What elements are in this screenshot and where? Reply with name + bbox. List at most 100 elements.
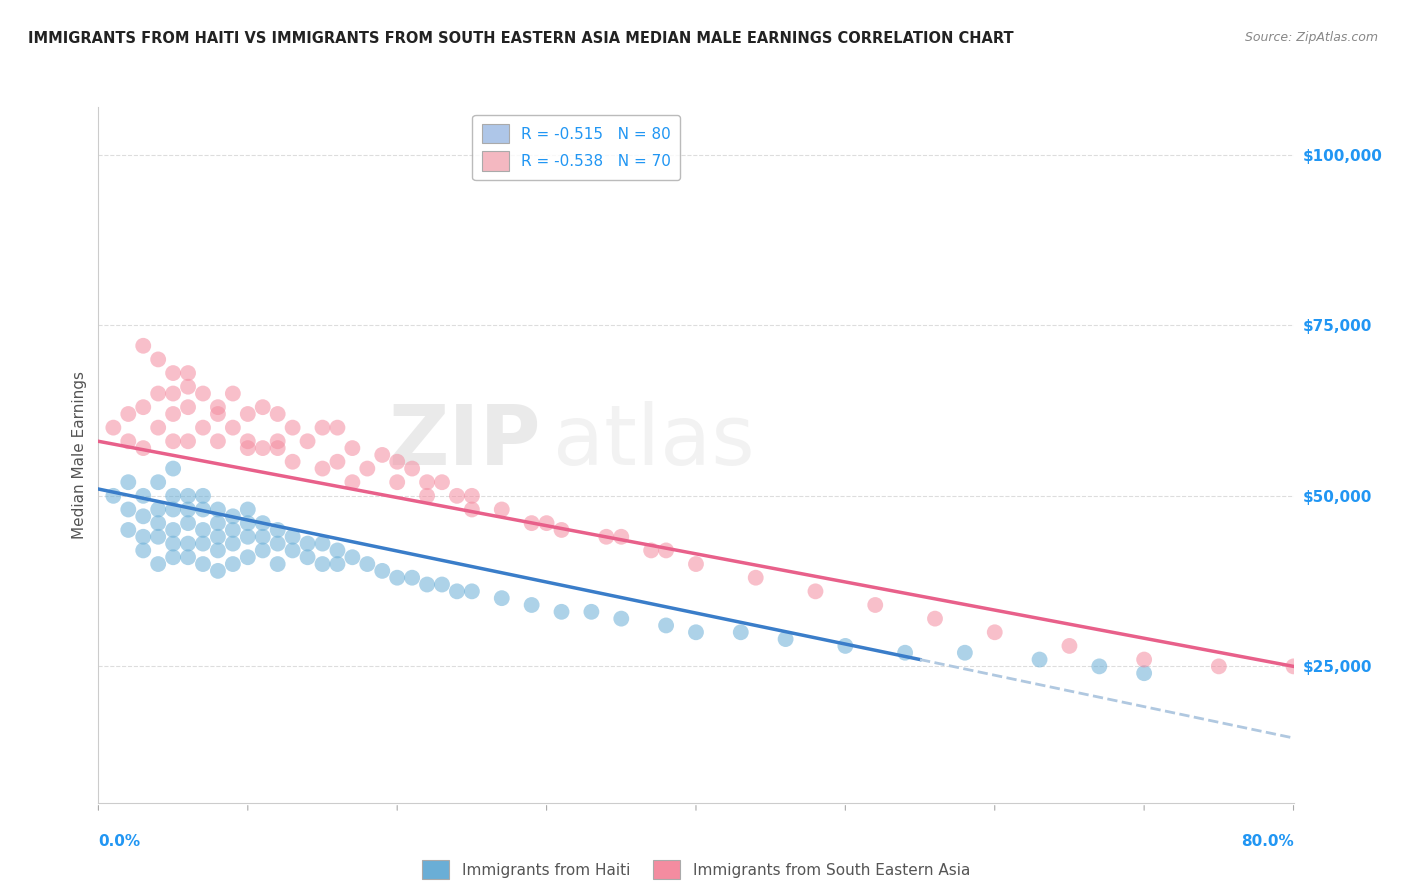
Point xyxy=(745,571,768,585)
Point xyxy=(446,489,468,503)
Point xyxy=(222,420,245,434)
Point xyxy=(222,386,245,401)
Point xyxy=(281,455,304,469)
Point xyxy=(177,489,200,503)
Point xyxy=(401,461,423,475)
Point xyxy=(117,434,139,449)
Point xyxy=(894,646,917,660)
Point xyxy=(207,434,229,449)
Point xyxy=(236,502,259,516)
Point xyxy=(162,407,184,421)
Text: ZIP: ZIP xyxy=(388,401,540,482)
Point xyxy=(804,584,827,599)
Point xyxy=(610,612,633,626)
Point xyxy=(297,550,319,565)
Point xyxy=(834,639,856,653)
Point xyxy=(326,420,349,434)
Point xyxy=(162,523,184,537)
Point xyxy=(132,509,155,524)
Point xyxy=(148,420,170,434)
Point xyxy=(430,577,453,591)
Point xyxy=(775,632,797,646)
Point xyxy=(177,516,200,530)
Point xyxy=(685,625,707,640)
Point xyxy=(326,455,349,469)
Point xyxy=(177,502,200,516)
Point xyxy=(1028,652,1050,666)
Point xyxy=(655,618,678,632)
Point xyxy=(252,400,274,414)
Point xyxy=(385,455,409,469)
Point xyxy=(311,536,333,550)
Point xyxy=(685,557,707,571)
Point xyxy=(267,407,290,421)
Point xyxy=(311,461,333,475)
Point xyxy=(103,420,125,434)
Point xyxy=(281,543,304,558)
Point xyxy=(148,557,170,571)
Point xyxy=(581,605,603,619)
Point xyxy=(342,441,364,455)
Point xyxy=(162,434,184,449)
Point xyxy=(252,516,274,530)
Text: atlas: atlas xyxy=(553,401,754,482)
Point xyxy=(132,489,155,503)
Point xyxy=(236,550,259,565)
Point xyxy=(222,523,245,537)
Point xyxy=(416,577,439,591)
Point xyxy=(222,536,245,550)
Point xyxy=(371,448,394,462)
Text: 80.0%: 80.0% xyxy=(1240,834,1294,849)
Point xyxy=(401,571,423,585)
Point xyxy=(297,434,319,449)
Point xyxy=(342,550,364,565)
Point xyxy=(177,400,200,414)
Point xyxy=(222,557,245,571)
Point xyxy=(1133,652,1156,666)
Point xyxy=(148,352,170,367)
Point xyxy=(446,584,468,599)
Point xyxy=(132,400,155,414)
Point xyxy=(177,380,200,394)
Point xyxy=(342,475,364,490)
Point xyxy=(1208,659,1230,673)
Point xyxy=(267,536,290,550)
Point xyxy=(162,502,184,516)
Point xyxy=(416,489,439,503)
Point xyxy=(1059,639,1081,653)
Point xyxy=(162,550,184,565)
Point xyxy=(236,530,259,544)
Point xyxy=(595,530,617,544)
Point xyxy=(550,605,572,619)
Point xyxy=(162,536,184,550)
Point xyxy=(177,536,200,550)
Point xyxy=(281,420,304,434)
Point xyxy=(132,339,155,353)
Point xyxy=(177,434,200,449)
Point xyxy=(132,441,155,455)
Point xyxy=(148,530,170,544)
Point xyxy=(267,523,290,537)
Point xyxy=(640,543,662,558)
Point xyxy=(191,489,214,503)
Point xyxy=(148,516,170,530)
Point xyxy=(236,516,259,530)
Point xyxy=(191,557,214,571)
Point xyxy=(655,543,678,558)
Point xyxy=(461,584,484,599)
Point xyxy=(132,543,155,558)
Point xyxy=(281,530,304,544)
Point xyxy=(191,420,214,434)
Point xyxy=(162,366,184,380)
Point xyxy=(236,441,259,455)
Point xyxy=(162,461,184,475)
Point xyxy=(311,420,333,434)
Point xyxy=(207,516,229,530)
Point xyxy=(252,530,274,544)
Point xyxy=(132,530,155,544)
Legend: Immigrants from Haiti, Immigrants from South Eastern Asia: Immigrants from Haiti, Immigrants from S… xyxy=(416,854,976,886)
Point xyxy=(550,523,572,537)
Point xyxy=(356,557,378,571)
Point xyxy=(610,530,633,544)
Point xyxy=(177,366,200,380)
